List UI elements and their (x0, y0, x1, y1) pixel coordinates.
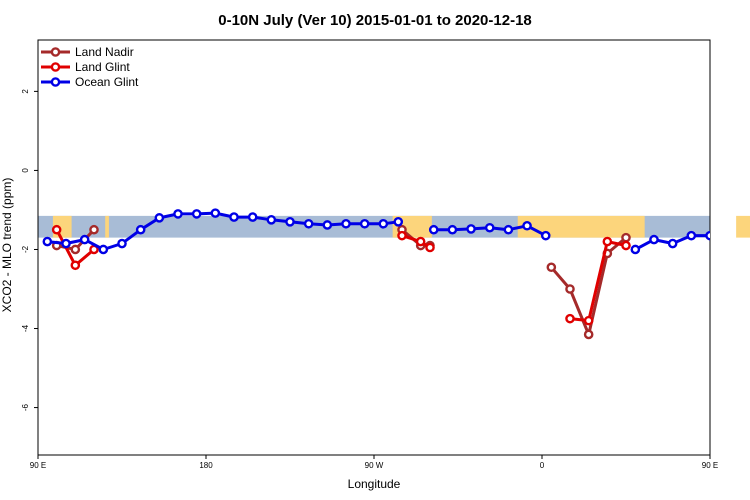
series-2-point-0-11 (247, 212, 258, 222)
x-tick-label-4: 90 E (702, 461, 718, 470)
series-1-line-2 (569, 240, 627, 323)
series-2-point-0-12 (266, 215, 277, 225)
series-1-point-2-3 (621, 240, 631, 251)
series-1-point-2-1 (583, 315, 594, 326)
land-band-4 (736, 215, 750, 238)
series-1-point-1-2 (425, 242, 435, 253)
legend-marker-1 (50, 62, 61, 72)
series-2-point-0-0 (42, 236, 53, 247)
series-2-point-2-4 (705, 230, 710, 241)
y-axis-label: XCO2 - MLO trend (ppm) (0, 178, 14, 313)
land-band-1 (105, 215, 109, 238)
series-2-point-2-2 (667, 238, 678, 249)
series-1-point-0-1 (70, 260, 81, 271)
y-tick-label-3: -4 (21, 324, 30, 332)
series-2-point-0-1 (61, 238, 71, 249)
x-axis-label: Longitude (348, 477, 401, 491)
series-2-point-0-4 (117, 238, 127, 249)
series-2-point-2-1 (649, 234, 659, 245)
x-tick-label-1: 180 (199, 461, 213, 470)
series-2-point-0-7 (173, 209, 183, 219)
series-2-point-0-15 (322, 220, 333, 230)
series-2-point-0-3 (98, 244, 109, 255)
legend-label-1: Land Glint (75, 60, 130, 74)
series-1-point-2-2 (602, 236, 613, 247)
series-2-point-1-6 (540, 230, 551, 241)
y-tick-label-0: 2 (21, 89, 30, 94)
series-2-point-0-8 (191, 209, 202, 219)
land-band-3 (517, 215, 645, 238)
series-2-point-1-2 (466, 224, 476, 234)
series-2 (42, 208, 710, 255)
series-2-point-1-4 (503, 224, 514, 235)
x-tick-label-3: 0 (540, 461, 545, 470)
y-tick-label-1: 0 (21, 168, 30, 173)
series-2-point-0-14 (303, 218, 314, 229)
series-2-point-1-1 (447, 224, 458, 235)
series-0-point-2-0 (546, 262, 557, 273)
series-2-point-0-10 (229, 212, 239, 222)
series-2-point-0-2 (79, 234, 90, 245)
series-2-point-0-17 (359, 218, 370, 229)
series-layer (42, 208, 710, 340)
series-2-point-1-0 (428, 224, 439, 235)
series-0-point-2-4 (621, 232, 631, 243)
series-2-point-2-3 (686, 230, 697, 241)
series-2-point-1-5 (522, 220, 532, 231)
y-tick-label-2: -2 (21, 245, 30, 253)
series-2-point-0-16 (341, 218, 351, 229)
series-0-point-0-1 (70, 244, 81, 255)
series-0-point-2-1 (565, 284, 575, 294)
x-tick-label-0: 90 E (30, 461, 46, 470)
series-1-point-0-0 (51, 224, 62, 235)
series-2-point-0-9 (210, 208, 221, 218)
series-1-point-1-0 (397, 230, 407, 241)
y-axis: 2 0 -2 -4 -6 (21, 89, 38, 411)
plot-area (37, 39, 750, 456)
legend-marker-2 (50, 77, 61, 87)
series-2-point-0-5 (135, 224, 146, 235)
series-2-point-1-3 (484, 222, 495, 233)
series-2-point-0-6 (154, 213, 165, 223)
series-0-point-2-2 (583, 329, 594, 340)
legend-label-0: Land Nadir (75, 45, 134, 59)
series-2-point-0-13 (285, 217, 295, 227)
series-2-point-0-18 (378, 218, 389, 229)
legend-label-2: Ocean Glint (75, 75, 139, 89)
series-1 (51, 224, 631, 326)
series-2-point-2-0 (630, 244, 641, 255)
series-2-point-0-19 (393, 217, 404, 227)
series-1-point-2-0 (565, 313, 575, 324)
chart-title: 0-10N July (Ver 10) 2015-01-01 to 2020-1… (218, 12, 532, 29)
series-1-point-1-1 (415, 236, 426, 247)
y-tick-label-4: -6 (21, 403, 30, 411)
legend-marker-0 (50, 47, 61, 57)
series-0-point-0-2 (89, 224, 99, 235)
x-tick-label-2: 90 W (365, 461, 384, 470)
